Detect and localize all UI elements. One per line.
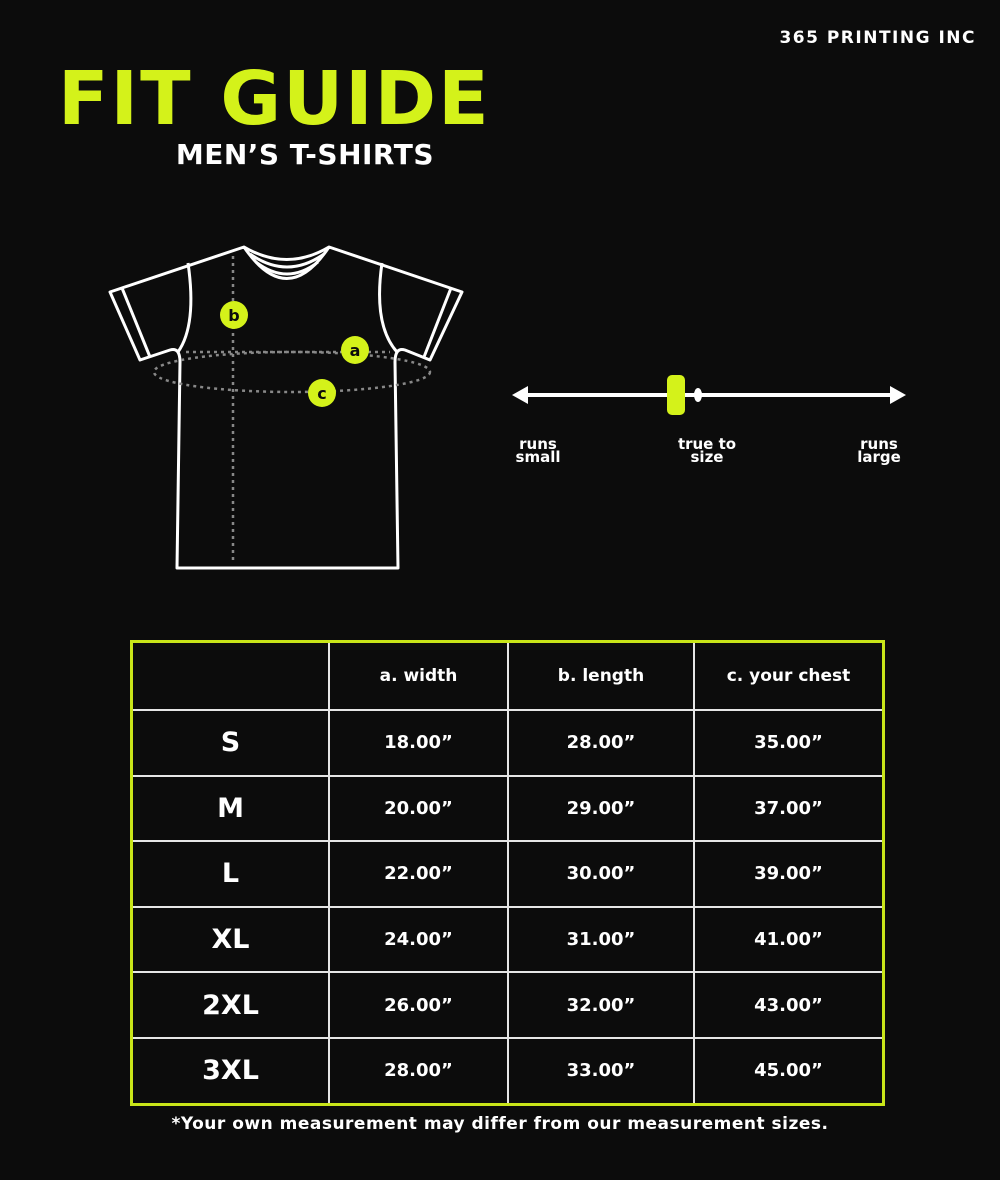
fit-scale xyxy=(512,375,906,415)
tshirt-outline-icon xyxy=(108,245,464,570)
chest-cell: 35.00” xyxy=(693,709,885,777)
chest-cell: 39.00” xyxy=(693,840,885,908)
length-cell: 29.00” xyxy=(507,774,695,843)
fit-label-runs-large: runs large xyxy=(857,435,901,466)
header-width: a. width xyxy=(328,640,509,711)
measurement-markers xyxy=(220,301,369,407)
table-row: M 20.00” 29.00” 37.00” xyxy=(130,774,885,843)
size-cell: 2XL xyxy=(130,971,330,1039)
marker-c-icon xyxy=(308,379,336,407)
width-cell: 20.00” xyxy=(328,774,509,843)
size-cell: XL xyxy=(130,905,330,974)
scale-tick xyxy=(694,388,702,402)
header-size xyxy=(130,640,330,711)
table-row: 3XL 28.00” 33.00” 45.00” xyxy=(130,1036,885,1106)
length-cell: 30.00” xyxy=(507,840,695,908)
fit-label-runs-small: runs small xyxy=(515,435,561,466)
size-cell: L xyxy=(130,840,330,908)
measurement-guides xyxy=(152,256,432,562)
chest-cell: 43.00” xyxy=(693,971,885,1039)
size-chart-table: a. width b. length c. your chest S 18.00”… xyxy=(130,640,885,1106)
table-row: XL 24.00” 31.00” 41.00” xyxy=(130,905,885,974)
width-cell: 26.00” xyxy=(328,971,509,1039)
brand-name: 365 PRINTING INC xyxy=(779,28,976,48)
table-row: S 18.00” 28.00” 35.00” xyxy=(130,709,885,777)
width-cell: 24.00” xyxy=(328,905,509,974)
marker-c-label: c xyxy=(317,384,326,403)
page-subtitle: MEN’S T-SHIRTS xyxy=(175,138,434,171)
width-cell: 22.00” xyxy=(328,840,509,908)
arrow-left-icon xyxy=(512,386,528,404)
header-chest: c. your chest xyxy=(693,640,885,711)
header-length: b. length xyxy=(507,640,695,711)
chest-cell: 41.00” xyxy=(693,905,885,974)
size-cell: S xyxy=(130,709,330,777)
fit-label-true-to-size: true to size xyxy=(677,435,737,466)
chest-cell: 37.00” xyxy=(693,774,885,843)
length-cell: 31.00” xyxy=(507,905,695,974)
length-cell: 33.00” xyxy=(507,1036,695,1106)
page-title: FIT GUIDE xyxy=(58,56,491,142)
length-cell: 28.00” xyxy=(507,709,695,777)
table-row: L 22.00” 30.00” 39.00” xyxy=(130,840,885,908)
size-cell: 3XL xyxy=(130,1036,330,1106)
footnote: *Your own measurement may differ from ou… xyxy=(171,1114,829,1134)
marker-a-icon xyxy=(341,336,369,364)
marker-b-icon xyxy=(220,301,248,329)
marker-a-label: a xyxy=(350,341,361,360)
width-cell: 28.00” xyxy=(328,1036,509,1106)
length-cell: 32.00” xyxy=(507,971,695,1039)
table-row: 2XL 26.00” 32.00” 43.00” xyxy=(130,971,885,1039)
size-cell: M xyxy=(130,774,330,843)
arrow-right-icon xyxy=(890,386,906,404)
chest-cell: 45.00” xyxy=(693,1036,885,1106)
fit-indicator xyxy=(667,375,685,415)
marker-b-label: b xyxy=(228,306,239,325)
table-header-row: a. width b. length c. your chest xyxy=(130,640,885,711)
width-cell: 18.00” xyxy=(328,709,509,777)
